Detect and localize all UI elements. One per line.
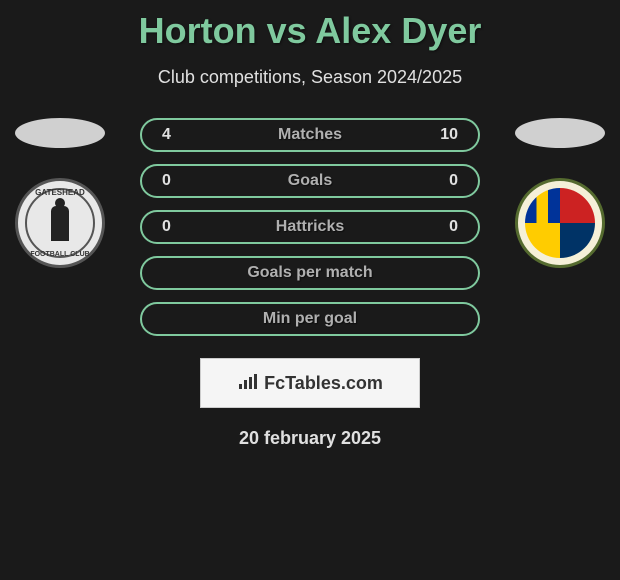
stats-column: 4 Matches 10 0 Goals 0 0 Hattricks 0 Goa…	[110, 118, 510, 348]
badge-left-inner: GATESHEAD FOOTBALL CLUB	[25, 188, 95, 258]
badge-left-text-top: GATESHEAD	[35, 188, 85, 197]
date-text: 20 february 2025	[0, 428, 620, 449]
stat-right-value: 10	[428, 126, 458, 144]
badge-quadrant	[560, 188, 595, 223]
badge-figure-icon	[51, 206, 69, 241]
team-left-column: GATESHEAD FOOTBALL CLUB	[10, 118, 110, 268]
brand-box: FcTables.com	[200, 358, 420, 408]
stat-bar-hattricks: 0 Hattricks 0	[140, 210, 480, 244]
team-right-column	[510, 118, 610, 268]
page-title: Horton vs Alex Dyer	[0, 10, 620, 52]
player-silhouette-left	[15, 118, 105, 148]
stat-left-value: 0	[162, 172, 192, 190]
team-badge-right	[515, 178, 605, 268]
infographic-container: Horton vs Alex Dyer Club competitions, S…	[0, 0, 620, 459]
stat-label: Goals per match	[247, 264, 372, 282]
brand-text: FcTables.com	[264, 373, 383, 394]
player-silhouette-right	[515, 118, 605, 148]
chart-icon	[237, 372, 259, 395]
stat-bar-matches: 4 Matches 10	[140, 118, 480, 152]
stat-bar-goals: 0 Goals 0	[140, 164, 480, 198]
stat-right-value: 0	[428, 218, 458, 236]
team-badge-left: GATESHEAD FOOTBALL CLUB	[15, 178, 105, 268]
stat-bar-mpg: Min per goal	[140, 302, 480, 336]
badge-quadrant	[525, 188, 560, 223]
badge-quadrant	[560, 223, 595, 258]
stat-left-value: 0	[162, 218, 192, 236]
comparison-area: GATESHEAD FOOTBALL CLUB 4 Matches 10 0 G…	[0, 118, 620, 348]
stat-left-value: 4	[162, 126, 192, 144]
page-subtitle: Club competitions, Season 2024/2025	[0, 67, 620, 88]
stat-label: Matches	[278, 126, 342, 144]
stat-bar-gpm: Goals per match	[140, 256, 480, 290]
stat-label: Goals	[288, 172, 332, 190]
stat-label: Hattricks	[276, 218, 344, 236]
badge-left-text-bottom: FOOTBALL CLUB	[30, 251, 89, 258]
badge-quadrant	[525, 223, 560, 258]
stat-right-value: 0	[428, 172, 458, 190]
stat-label: Min per goal	[263, 310, 357, 328]
badge-right-inner	[525, 188, 595, 258]
